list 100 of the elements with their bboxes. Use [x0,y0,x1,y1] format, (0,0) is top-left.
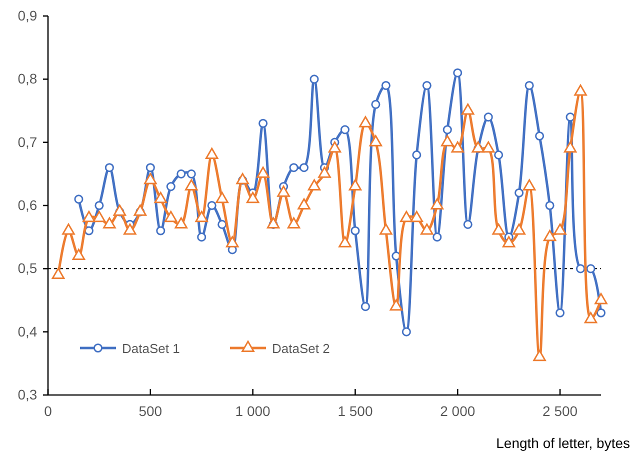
x-tick-label: 1 500 [338,403,373,420]
x-tick-label: 2 000 [440,403,476,420]
point [430,198,444,210]
point [422,80,432,90]
point [318,166,331,178]
y-tick-label: 0,3 [18,386,38,402]
x-tick-label: 2 500 [542,403,578,420]
point [369,135,382,146]
point [554,224,566,235]
point [380,224,392,235]
point [451,141,464,153]
point [535,131,544,141]
point [461,103,474,115]
point [328,141,342,153]
point [62,224,75,235]
point [586,264,596,274]
point [205,148,218,159]
point [359,116,372,128]
point [82,210,96,222]
point [371,100,380,109]
point [308,179,321,191]
point [195,210,208,222]
point [52,268,65,279]
point [298,198,310,210]
legend-label: DataSet 2 [272,341,330,356]
point [124,224,136,235]
point [156,226,166,236]
point [74,194,84,204]
x-tick-label: 1 000 [235,403,271,420]
x-tick-label: 500 [138,403,162,420]
point [482,141,495,153]
point [442,125,452,134]
y-tick-label: 0,5 [18,260,38,276]
point [410,210,424,222]
point [564,141,577,153]
point [512,224,526,235]
y-tick-label: 0,9 [18,7,38,24]
point [92,210,106,222]
point [216,192,228,204]
x-axis-title: Length of letter, bytes [496,435,630,451]
point [266,217,280,228]
point [72,248,86,260]
point [226,236,239,248]
point [174,217,188,228]
point [113,204,126,216]
point [432,232,442,242]
legend-label: DataSet 1 [122,341,180,356]
point [594,292,608,304]
point [350,226,360,236]
x-tick-label: 0 [44,403,52,420]
point [402,327,411,336]
point [514,188,524,198]
point [144,172,157,184]
point [441,135,454,146]
point [543,230,556,242]
point [524,80,534,90]
point [484,112,493,122]
point [258,118,268,128]
point [340,125,350,134]
point [576,264,586,274]
point [338,236,352,248]
point [277,186,290,197]
point [146,163,155,172]
point [287,217,300,228]
point [256,166,270,178]
point [348,179,362,191]
point [246,192,260,204]
point [381,80,390,90]
point [574,84,587,96]
point [494,150,504,160]
point [400,210,413,222]
point [545,200,554,210]
point [103,217,116,228]
point [104,163,114,172]
point [218,220,227,229]
point [94,200,104,210]
point [584,312,598,324]
point [154,192,168,204]
point [310,74,319,84]
point [566,112,575,122]
point [492,224,505,235]
point [556,308,565,318]
point [289,163,298,172]
point [299,163,309,172]
point [134,204,147,216]
y-tick-label: 0,7 [18,134,38,150]
point [166,182,176,192]
point [207,200,216,210]
point [502,236,516,248]
point [533,350,546,362]
point [463,220,472,229]
point [184,179,198,191]
point [420,224,434,235]
point [186,169,196,178]
y-tick-label: 0,8 [18,70,38,87]
point [360,302,370,312]
point [412,150,422,160]
point [176,169,186,178]
point [596,308,606,318]
point [164,210,178,222]
